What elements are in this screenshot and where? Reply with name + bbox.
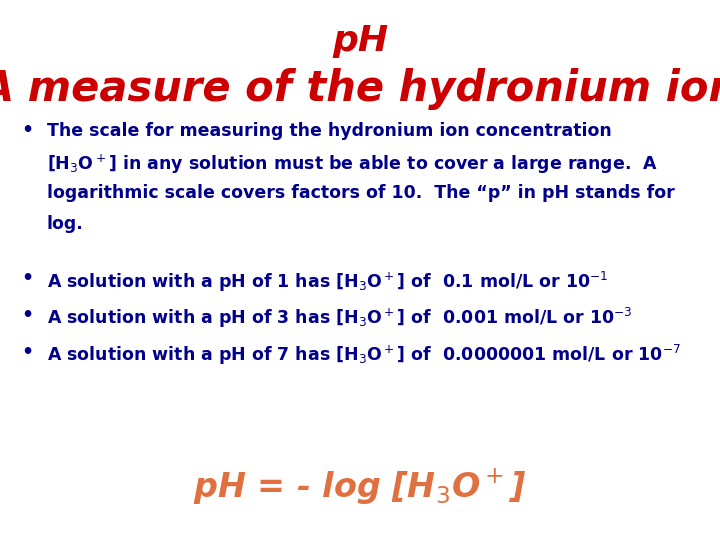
Text: pH = - log [H$_3$O$^+$]: pH = - log [H$_3$O$^+$] [194,467,526,507]
Text: A solution with a pH of 3 has [H$_3$O$^+$] of  0.001 mol/L or 10$^{-3}$: A solution with a pH of 3 has [H$_3$O$^+… [47,306,632,330]
Text: pH: pH [332,24,388,58]
Text: logarithmic scale covers factors of 10.  The “p” in pH stands for: logarithmic scale covers factors of 10. … [47,184,675,202]
Text: A measure of the hydronium ion: A measure of the hydronium ion [0,68,720,110]
Text: •: • [22,343,34,362]
Text: •: • [22,122,34,140]
Text: A solution with a pH of 7 has [H$_3$O$^+$] of  0.0000001 mol/L or 10$^{-7}$: A solution with a pH of 7 has [H$_3$O$^+… [47,343,680,367]
Text: log.: log. [47,215,84,233]
Text: •: • [22,306,34,325]
Text: [H$_3$O$^+$] in any solution must be able to cover a large range.  A: [H$_3$O$^+$] in any solution must be abl… [47,153,658,176]
Text: •: • [22,269,34,288]
Text: A solution with a pH of 1 has [H$_3$O$^+$] of  0.1 mol/L or 10$^{-1}$: A solution with a pH of 1 has [H$_3$O$^+… [47,269,608,294]
Text: The scale for measuring the hydronium ion concentration: The scale for measuring the hydronium io… [47,122,611,139]
